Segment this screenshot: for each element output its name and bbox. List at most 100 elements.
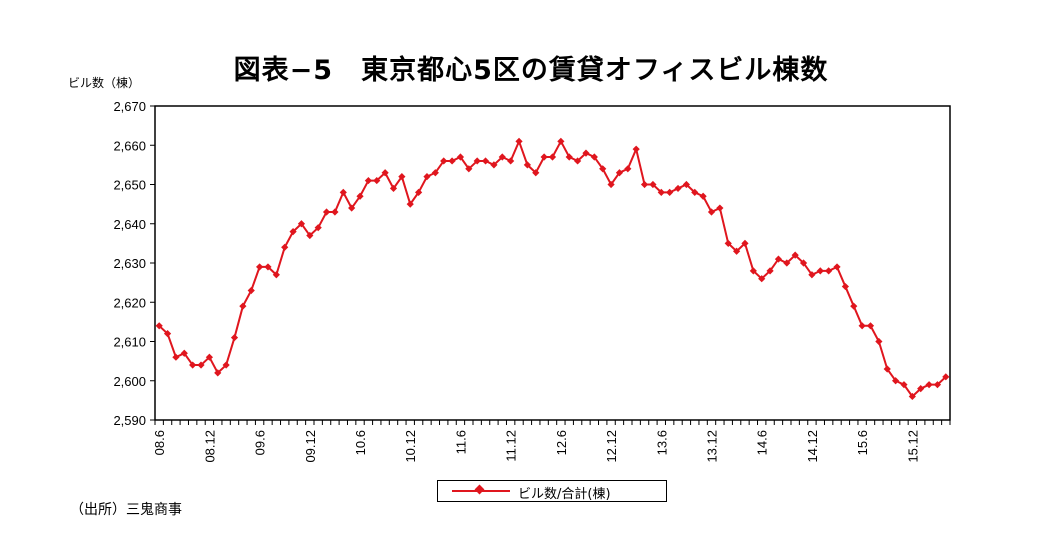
data-point-marker: [548, 153, 557, 161]
x-tick-label: 10.6: [353, 430, 368, 455]
data-point-marker: [574, 157, 582, 165]
data-point-marker: [942, 373, 950, 381]
data-point-marker: [632, 145, 640, 153]
y-tick-label: 2,650: [113, 178, 146, 193]
data-point-marker: [230, 333, 239, 342]
data-point-marker: [816, 267, 824, 275]
chart-title: 図表−5 東京都心5区の賃貸オフィスビル棟数: [233, 55, 829, 86]
x-tick-label: 12.6: [554, 430, 569, 455]
data-point-marker: [490, 161, 498, 169]
data-point-marker: [306, 231, 314, 240]
data-point-marker: [481, 157, 490, 165]
plot-area: [154, 105, 951, 421]
data-point-marker: [155, 322, 163, 330]
data-point-marker: [507, 157, 515, 165]
data-point-marker: [423, 173, 431, 181]
x-tick-label: 09.6: [253, 430, 268, 455]
data-point-marker: [640, 180, 649, 189]
data-point-marker: [398, 173, 406, 181]
data-point-marker: [532, 169, 540, 177]
x-tick-label: 13.12: [705, 430, 720, 463]
data-point-marker: [222, 361, 230, 369]
data-point-marker: [172, 353, 180, 361]
data-point-marker: [205, 353, 213, 361]
data-point-marker: [565, 153, 573, 161]
data-point-marker: [163, 330, 172, 338]
x-tick-label: 13.6: [654, 430, 669, 455]
data-point-marker: [841, 282, 849, 291]
x-tick-label: 11.6: [453, 430, 468, 454]
y-tick-label: 2,660: [113, 138, 146, 153]
x-tick-label: 14.12: [805, 430, 820, 463]
data-point-marker: [322, 208, 331, 216]
data-point-marker: [799, 259, 808, 267]
data-point-marker: [925, 381, 933, 389]
source-note: （出所）三鬼商事: [70, 502, 182, 518]
data-point-marker: [431, 169, 439, 177]
data-point-marker: [264, 263, 272, 271]
x-tick-label: 08.12: [202, 430, 217, 463]
data-point-marker: [339, 188, 347, 196]
data-point-marker: [256, 263, 264, 271]
x-tick-label: 14.6: [755, 430, 770, 455]
data-point-marker: [808, 271, 816, 279]
data-point-marker: [707, 208, 716, 216]
data-point-marker: [582, 149, 590, 157]
x-tick-label: 08.6: [152, 430, 167, 455]
data-point-marker: [766, 267, 774, 275]
data-point-marker: [314, 224, 322, 232]
data-point-marker: [297, 220, 306, 228]
data-point-marker: [875, 337, 883, 346]
data-point-marker: [473, 157, 481, 165]
data-point-marker: [917, 385, 925, 393]
data-point-marker: [607, 180, 615, 189]
y-tick-label: 2,630: [113, 256, 146, 271]
y-tick-label: 2,610: [113, 335, 146, 350]
data-point-marker: [373, 176, 381, 185]
data-point-marker: [415, 188, 423, 196]
x-tick-label: 15.6: [855, 430, 870, 455]
data-point-marker: [716, 204, 724, 212]
data-point-marker: [498, 153, 506, 161]
data-point-marker: [197, 361, 205, 369]
data-point-marker: [515, 137, 523, 145]
data-point-marker: [281, 243, 289, 251]
data-point-marker: [239, 302, 247, 310]
data-point-marker: [189, 361, 197, 369]
data-point-marker: [724, 239, 732, 247]
data-point-marker: [364, 176, 372, 185]
data-point-marker: [523, 161, 531, 169]
data-point-marker: [540, 153, 548, 161]
y-tick-label: 2,590: [113, 413, 146, 428]
x-tick-label: 09.12: [303, 430, 318, 463]
data-point-marker: [791, 251, 799, 259]
data-point-marker: [381, 169, 389, 177]
x-tick-label: 15.12: [905, 430, 920, 463]
y-tick-label: 2,670: [113, 99, 146, 114]
y-tick-label: 2,620: [113, 295, 146, 310]
data-point-marker: [649, 180, 657, 189]
data-point-marker: [348, 204, 356, 212]
data-point-marker: [356, 192, 364, 200]
data-point-marker: [666, 188, 674, 196]
data-point-marker: [833, 263, 841, 271]
x-tick-label: 10.12: [403, 430, 418, 463]
data-point-marker: [389, 184, 398, 193]
data-point-marker: [783, 259, 791, 267]
data-point-marker: [892, 377, 900, 385]
data-point-marker: [590, 153, 598, 161]
data-point-marker: [456, 153, 465, 161]
data-point-marker: [214, 369, 222, 377]
y-tick-label: 2,600: [113, 374, 146, 389]
legend: ビル数/合計(棟): [437, 480, 667, 502]
x-tick-label: 11.12: [504, 430, 519, 462]
data-point-marker: [624, 165, 632, 173]
legend-diamond-marker: [474, 484, 485, 495]
data-point-marker: [825, 267, 833, 275]
data-point-marker: [272, 271, 280, 279]
data-point-marker: [674, 184, 682, 193]
data-point-marker: [440, 157, 448, 165]
data-point-marker: [180, 349, 188, 357]
data-point-marker: [331, 208, 339, 216]
